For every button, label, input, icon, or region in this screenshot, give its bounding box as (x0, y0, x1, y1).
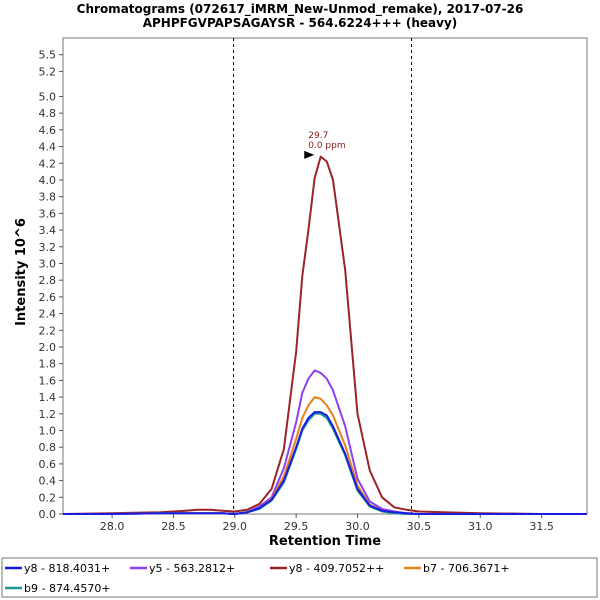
y-tick-label: 4.0 (39, 174, 57, 187)
y-axis-label: Intensity 10^6 (14, 218, 29, 326)
y-tick-label: 0.6 (39, 458, 57, 471)
y-tick-label: 1.0 (39, 424, 57, 437)
peak-ppm-label: 0.0 ppm (308, 141, 345, 151)
y-tick-label: 2.2 (39, 324, 57, 337)
y-tick-label: 3.2 (39, 241, 57, 254)
y-tick-label: 1.2 (39, 408, 57, 421)
y-tick-label: 1.8 (39, 358, 57, 371)
legend-box (1, 557, 598, 598)
y-tick-label: 0.0 (39, 508, 57, 521)
y-tick-label: 3.6 (39, 207, 57, 220)
y-tick-label: 1.4 (39, 391, 57, 404)
series-line-0 (63, 411, 587, 515)
y-tick-label: 3.4 (39, 224, 57, 237)
integration-boundaries (233, 38, 413, 514)
y-tick-label: 2.0 (39, 341, 57, 354)
y-tick-label: 3.8 (39, 191, 57, 204)
chart-title: Chromatograms (072617_iMRM_New-Unmod_rem… (77, 2, 524, 17)
legend-entry-label: b9 - 874.4570+ (24, 582, 111, 595)
y-axis: 0.0 0.2 0.4 0.6 0.8 1.0 1.2 1.4 1.6 1.8 2.0 2.2 2.4 2… (39, 49, 63, 521)
x-tick-label: 29.5 (284, 520, 309, 533)
legend-entry-label: b7 - 706.3671+ (423, 562, 510, 575)
x-tick-label: 31.0 (468, 520, 493, 533)
chart-subtitle: APHPFGVPAPSAGAYSR - 564.6224+++ (heavy) (143, 16, 458, 30)
y-tick-label: 5.2 (39, 65, 57, 78)
x-tick-label: 30.5 (407, 520, 432, 533)
peak-annotation: 29.70.0 ppm (304, 131, 346, 159)
y-tick-label: 2.8 (39, 274, 57, 287)
y-tick-label: 0.2 (39, 491, 57, 504)
legend: y8 - 818.4031+ y5 - 563.2812+ y8 - 409.705… (5, 562, 510, 595)
x-tick-label: 28.0 (100, 520, 125, 533)
legend-entry-label: y8 - 818.4031+ (24, 562, 110, 575)
peak-rt-label: 29.7 (308, 131, 328, 141)
y-tick-label: 2.4 (39, 308, 57, 321)
y-tick-label: 3.0 (39, 257, 57, 270)
x-axis: 28.0 28.5 29.0 29.5 30.0 30.5 31.0 31.5 (100, 514, 554, 533)
y-tick-label: 5.5 (39, 49, 57, 62)
x-tick-label: 29.0 (223, 520, 248, 533)
peak-marker-icon (304, 150, 315, 159)
x-tick-label: 30.0 (345, 520, 370, 533)
series-lines (62, 155, 587, 515)
y-tick-label: 2.6 (39, 291, 57, 304)
y-tick-label: 4.6 (39, 124, 57, 137)
legend-entry-label: y8 - 409.7052++ (289, 562, 384, 575)
y-tick-label: 4.8 (39, 107, 57, 120)
y-tick-label: 5.0 (39, 90, 57, 103)
legend-entry-label: y5 - 563.2812+ (149, 562, 235, 575)
y-tick-label: 1.6 (39, 374, 57, 387)
y-tick-label: 4.2 (39, 157, 57, 170)
series-line-2 (62, 155, 587, 515)
plot-area (62, 37, 588, 515)
y-tick-label: 0.8 (39, 441, 57, 454)
x-axis-label: Retention Time (269, 534, 381, 549)
x-tick-label: 28.5 (161, 520, 186, 533)
x-tick-label: 31.5 (529, 520, 554, 533)
y-tick-label: 4.4 (39, 141, 57, 154)
y-tick-label: 0.4 (39, 475, 57, 488)
